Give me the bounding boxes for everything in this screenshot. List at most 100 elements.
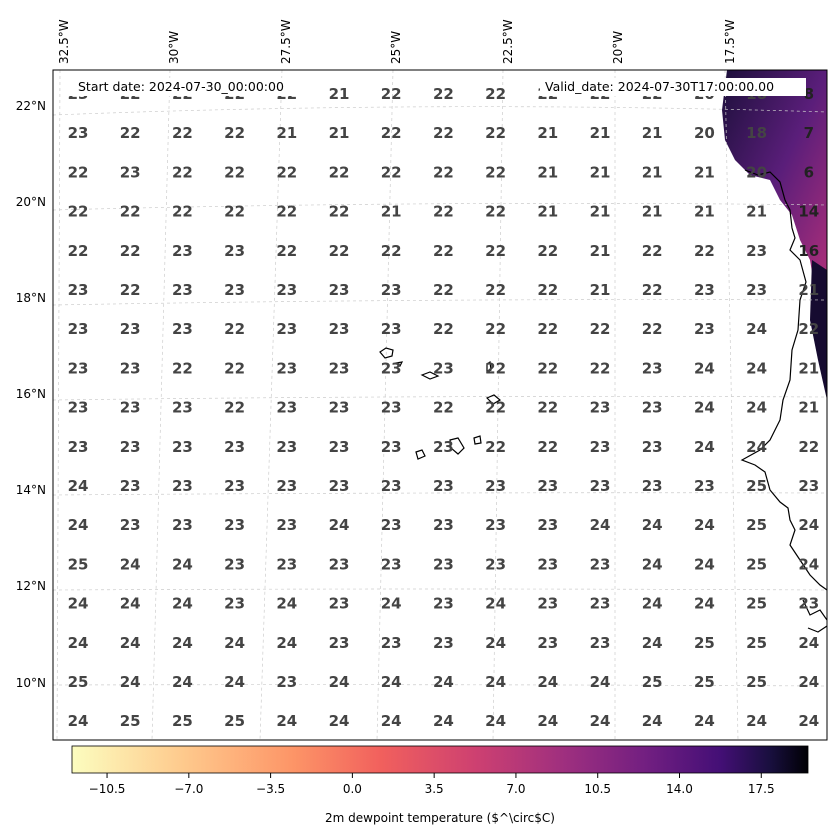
- valid-date-box: Valid_date: 2024-07-30T17:00:00.00: [540, 78, 806, 96]
- grid-value: 14: [798, 203, 819, 221]
- grid-value: 23: [537, 595, 558, 613]
- grid-value: 23: [172, 516, 193, 534]
- colorbar-tick-label: −3.5: [256, 782, 285, 796]
- grid-value: 22: [172, 359, 193, 377]
- longitude-label: 25°W: [389, 31, 403, 64]
- grid-value: 25: [746, 673, 767, 691]
- colorbar-tick-label: −7.0: [174, 782, 203, 796]
- grid-value: 23: [276, 555, 297, 573]
- grid-value: 22: [485, 85, 506, 103]
- grid-value: 24: [642, 516, 663, 534]
- grid-value: 24: [120, 555, 141, 573]
- grid-value: 23: [381, 516, 402, 534]
- grid-value: 21: [642, 124, 663, 142]
- grid-value: 22: [798, 320, 819, 338]
- grid-value: 23: [433, 595, 454, 613]
- grid-value: 23: [433, 634, 454, 652]
- grid-value: 24: [642, 634, 663, 652]
- graticule: [53, 70, 827, 740]
- grid-value: 21: [329, 124, 350, 142]
- grid-value: 23: [642, 359, 663, 377]
- grid-value: 24: [694, 516, 715, 534]
- grid-value: 23: [329, 438, 350, 456]
- grid-value: 23: [120, 359, 141, 377]
- grid-value: 22: [276, 242, 297, 260]
- grid-value: 22: [224, 359, 245, 377]
- grid-value: 23: [590, 399, 611, 417]
- grid-value: 22: [68, 203, 89, 221]
- grid-value: 21: [746, 203, 767, 221]
- grid-value: 22: [68, 163, 89, 181]
- grid-value: 21: [590, 242, 611, 260]
- grid-value: 22: [537, 399, 558, 417]
- grid-value: 21: [590, 203, 611, 221]
- grid-value: 23: [68, 438, 89, 456]
- grid-value: 22: [381, 124, 402, 142]
- colorbar-tick-label: 3.5: [425, 782, 444, 796]
- grid-value: 25: [694, 673, 715, 691]
- grid-value: 21: [329, 85, 350, 103]
- grid-value: 23: [120, 399, 141, 417]
- grid-value: 23: [224, 516, 245, 534]
- cape-verde-islands: [379, 347, 502, 460]
- grid-value: 24: [68, 516, 89, 534]
- grid-value: 22: [224, 124, 245, 142]
- grid-value: 24: [798, 555, 819, 573]
- grid-value: 24: [381, 595, 402, 613]
- grid-value: 23: [694, 281, 715, 299]
- grid-value: 23: [537, 477, 558, 495]
- grid-value: 22: [433, 203, 454, 221]
- grid-value: 24: [224, 673, 245, 691]
- longitude-label: 27.5°W: [279, 19, 293, 64]
- grid-value: 23: [485, 477, 506, 495]
- grid-value: 23: [433, 555, 454, 573]
- longitude-labels: 32.5°W 30°W 27.5°W 25°W 22.5°W 20°W 17.5°W: [57, 19, 737, 64]
- grid-value: 23: [642, 399, 663, 417]
- grid-value: 23: [120, 516, 141, 534]
- grid-value: 22: [381, 85, 402, 103]
- grid-value: 24: [798, 634, 819, 652]
- grid-value: 23: [746, 281, 767, 299]
- grid-value: 21: [537, 203, 558, 221]
- grid-value: 24: [276, 634, 297, 652]
- colorbar-label: 2m dewpoint temperature ($^\circ$C): [325, 811, 555, 825]
- grid-value: 24: [746, 399, 767, 417]
- grid-value: 24: [172, 555, 193, 573]
- grid-value: 22: [485, 281, 506, 299]
- grid-value: 24: [590, 673, 611, 691]
- grid-value: 22: [433, 320, 454, 338]
- grid-value: 22: [590, 359, 611, 377]
- grid-value: 22: [485, 163, 506, 181]
- grid-value: 22: [172, 124, 193, 142]
- land-shading: [722, 70, 827, 300]
- grid-value: 23: [276, 516, 297, 534]
- grid-value: 22: [120, 124, 141, 142]
- grid-value: 22: [433, 399, 454, 417]
- grid-value: 23: [68, 359, 89, 377]
- grid-value: 24: [694, 359, 715, 377]
- colorbar-ticks: −10.5 −7.0 −3.5 0.0 3.5 7.0 10.5 14.0 17.5: [89, 773, 775, 796]
- grid-value: 23: [329, 359, 350, 377]
- grid-value: 24: [642, 555, 663, 573]
- land-dark: [810, 260, 827, 400]
- grid-value: 23: [537, 634, 558, 652]
- grid-value: 23: [485, 555, 506, 573]
- grid-value: 24: [537, 712, 558, 730]
- grid-value: 23: [381, 555, 402, 573]
- grid-value: 24: [329, 712, 350, 730]
- grid-value: 22: [537, 359, 558, 377]
- grid-value: 23: [172, 320, 193, 338]
- grid-value: 24: [537, 673, 558, 691]
- grid-value: 23: [68, 399, 89, 417]
- grid-value: 23: [172, 242, 193, 260]
- grid-value: 22: [642, 320, 663, 338]
- grid-value: 23: [590, 595, 611, 613]
- longitude-label: 17.5°W: [723, 19, 737, 64]
- grid-value: 24: [433, 712, 454, 730]
- grid-value: 22: [276, 203, 297, 221]
- grid-value: 23: [276, 320, 297, 338]
- grid-value: 25: [746, 555, 767, 573]
- grid-value: 22: [224, 203, 245, 221]
- grid-value: 22: [433, 85, 454, 103]
